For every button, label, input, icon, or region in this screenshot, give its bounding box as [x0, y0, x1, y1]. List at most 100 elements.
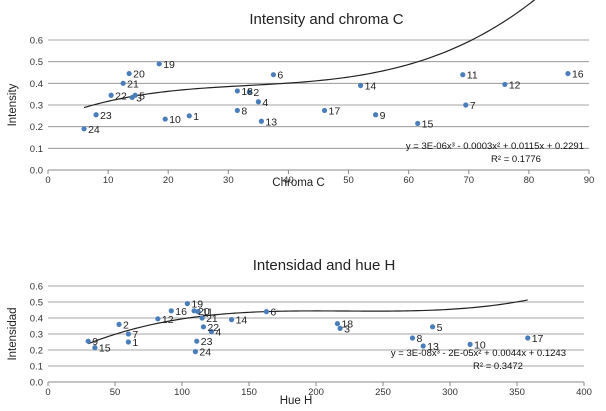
data-point-label: 17	[532, 333, 544, 345]
data-point-label: 4	[262, 97, 268, 109]
data-point-label: 17	[329, 105, 341, 117]
data-point	[234, 107, 240, 114]
data-point-label: 14	[236, 315, 248, 327]
y-tick-label: 0.6	[30, 282, 43, 293]
data-point-label: 22	[207, 322, 219, 334]
data-point-label: 23	[201, 336, 213, 348]
data-point-label: 19	[163, 59, 175, 71]
trendline-equation: y = 3E-06x³ - 0.0003x² + 0.0115x + 0.229…	[406, 141, 584, 152]
data-point-label: 7	[132, 329, 138, 341]
data-point	[116, 321, 122, 327]
data-point-label: 21	[127, 78, 139, 90]
y-tick-label: 0.3	[30, 330, 43, 341]
data-point	[270, 72, 277, 78]
y-tick-label: 0.0	[30, 378, 43, 389]
data-point	[502, 81, 508, 88]
data-point	[192, 349, 198, 355]
data-point-label: 9	[380, 110, 386, 122]
data-point	[108, 92, 114, 98]
data-point-label: 2	[123, 319, 129, 331]
data-point	[125, 339, 131, 345]
data-point	[565, 70, 571, 77]
data-point	[194, 338, 200, 344]
data-point-label: 15	[422, 118, 434, 130]
data-point-label: 22	[115, 90, 127, 102]
data-point-label: 18	[241, 86, 253, 98]
data-point	[228, 317, 235, 323]
data-point	[357, 82, 364, 89]
data-point	[258, 118, 264, 124]
data-point-label: 11	[202, 307, 213, 319]
x-tick-label: 0	[45, 175, 50, 186]
y-axis-label: Intensity	[7, 83, 19, 126]
y-tick-label: 0.6	[30, 36, 43, 47]
x-tick-label: 100	[174, 387, 190, 398]
chart-1: Intensity and chroma C 0.0 0.1 0.2 0.3 0.4 0.5…	[7, 0, 594, 189]
data-point	[191, 308, 197, 314]
data-point-label: 1	[193, 111, 199, 123]
data-point	[125, 331, 131, 337]
data-point	[463, 102, 469, 108]
x-tick-label: 400	[576, 387, 592, 398]
x-tick-label: 60	[403, 175, 414, 186]
data-point	[263, 309, 270, 315]
y-tick-label: 0.3	[30, 101, 43, 112]
x-tick-label: 350	[509, 387, 525, 398]
data-point-label: 18	[341, 319, 353, 331]
y-axis-label: Intensidad	[7, 307, 19, 360]
data-point	[246, 89, 252, 95]
data-point	[337, 325, 343, 331]
x-tick-label: 200	[308, 387, 324, 398]
data-point	[132, 92, 138, 98]
chart-title: Intensidad and hue H	[253, 257, 396, 274]
y-tick-label: 0.5	[30, 298, 43, 309]
data-point-label: 23	[100, 110, 112, 122]
x-tick-label: 250	[375, 387, 391, 398]
data-point-label: 12	[162, 314, 174, 326]
data-point	[415, 120, 421, 127]
data-point-label: 19	[191, 299, 203, 311]
data-point-label: 13	[427, 341, 439, 353]
data-point	[155, 316, 161, 322]
data-point	[92, 345, 98, 351]
data-point	[467, 341, 473, 347]
data-point	[81, 126, 87, 132]
y-tick-label: 0.1	[30, 362, 43, 373]
data-point-label: 10	[474, 339, 486, 351]
data-point-label: 12	[509, 79, 521, 91]
data-point-label: 24	[88, 124, 100, 136]
data-point-label: 20	[198, 306, 210, 318]
data-point	[162, 116, 168, 122]
data-point-label: 8	[241, 105, 247, 117]
y-tick-label: 0.5	[30, 57, 43, 68]
data-point-label: 7	[470, 100, 476, 112]
data-point-label: 3	[136, 92, 142, 104]
data-point	[373, 112, 379, 118]
data-point	[184, 301, 190, 307]
chart-title: Intensity and chroma C	[249, 11, 403, 28]
x-tick-label: 150	[241, 387, 257, 398]
x-tick-label: 0	[45, 387, 50, 398]
x-tick-label: 20	[163, 175, 174, 186]
data-point-label: 8	[416, 333, 422, 345]
data-point	[409, 335, 416, 341]
data-point-label: 13	[265, 116, 277, 128]
data-point-label: 5	[139, 90, 145, 102]
data-point	[420, 343, 426, 349]
trendline-equation: y = 3E-08x³ - 2E-05x² + 0.0044x + 0.1243	[391, 348, 566, 359]
data-point	[460, 72, 466, 78]
data-point-label: 5	[437, 322, 443, 334]
y-tick-label: 0.1	[30, 144, 43, 155]
data-point	[186, 113, 192, 119]
data-point	[334, 321, 341, 327]
data-point-label: 15	[99, 343, 111, 355]
x-tick-label: 40	[283, 175, 294, 186]
x-tick-label: 90	[584, 175, 595, 186]
data-point-label: 6	[277, 70, 283, 82]
trendline	[83, 0, 536, 109]
x-axis-label: Hue H	[280, 395, 313, 407]
data-point-label: 21	[206, 313, 218, 325]
data-point	[195, 309, 201, 315]
data-point	[255, 99, 261, 105]
